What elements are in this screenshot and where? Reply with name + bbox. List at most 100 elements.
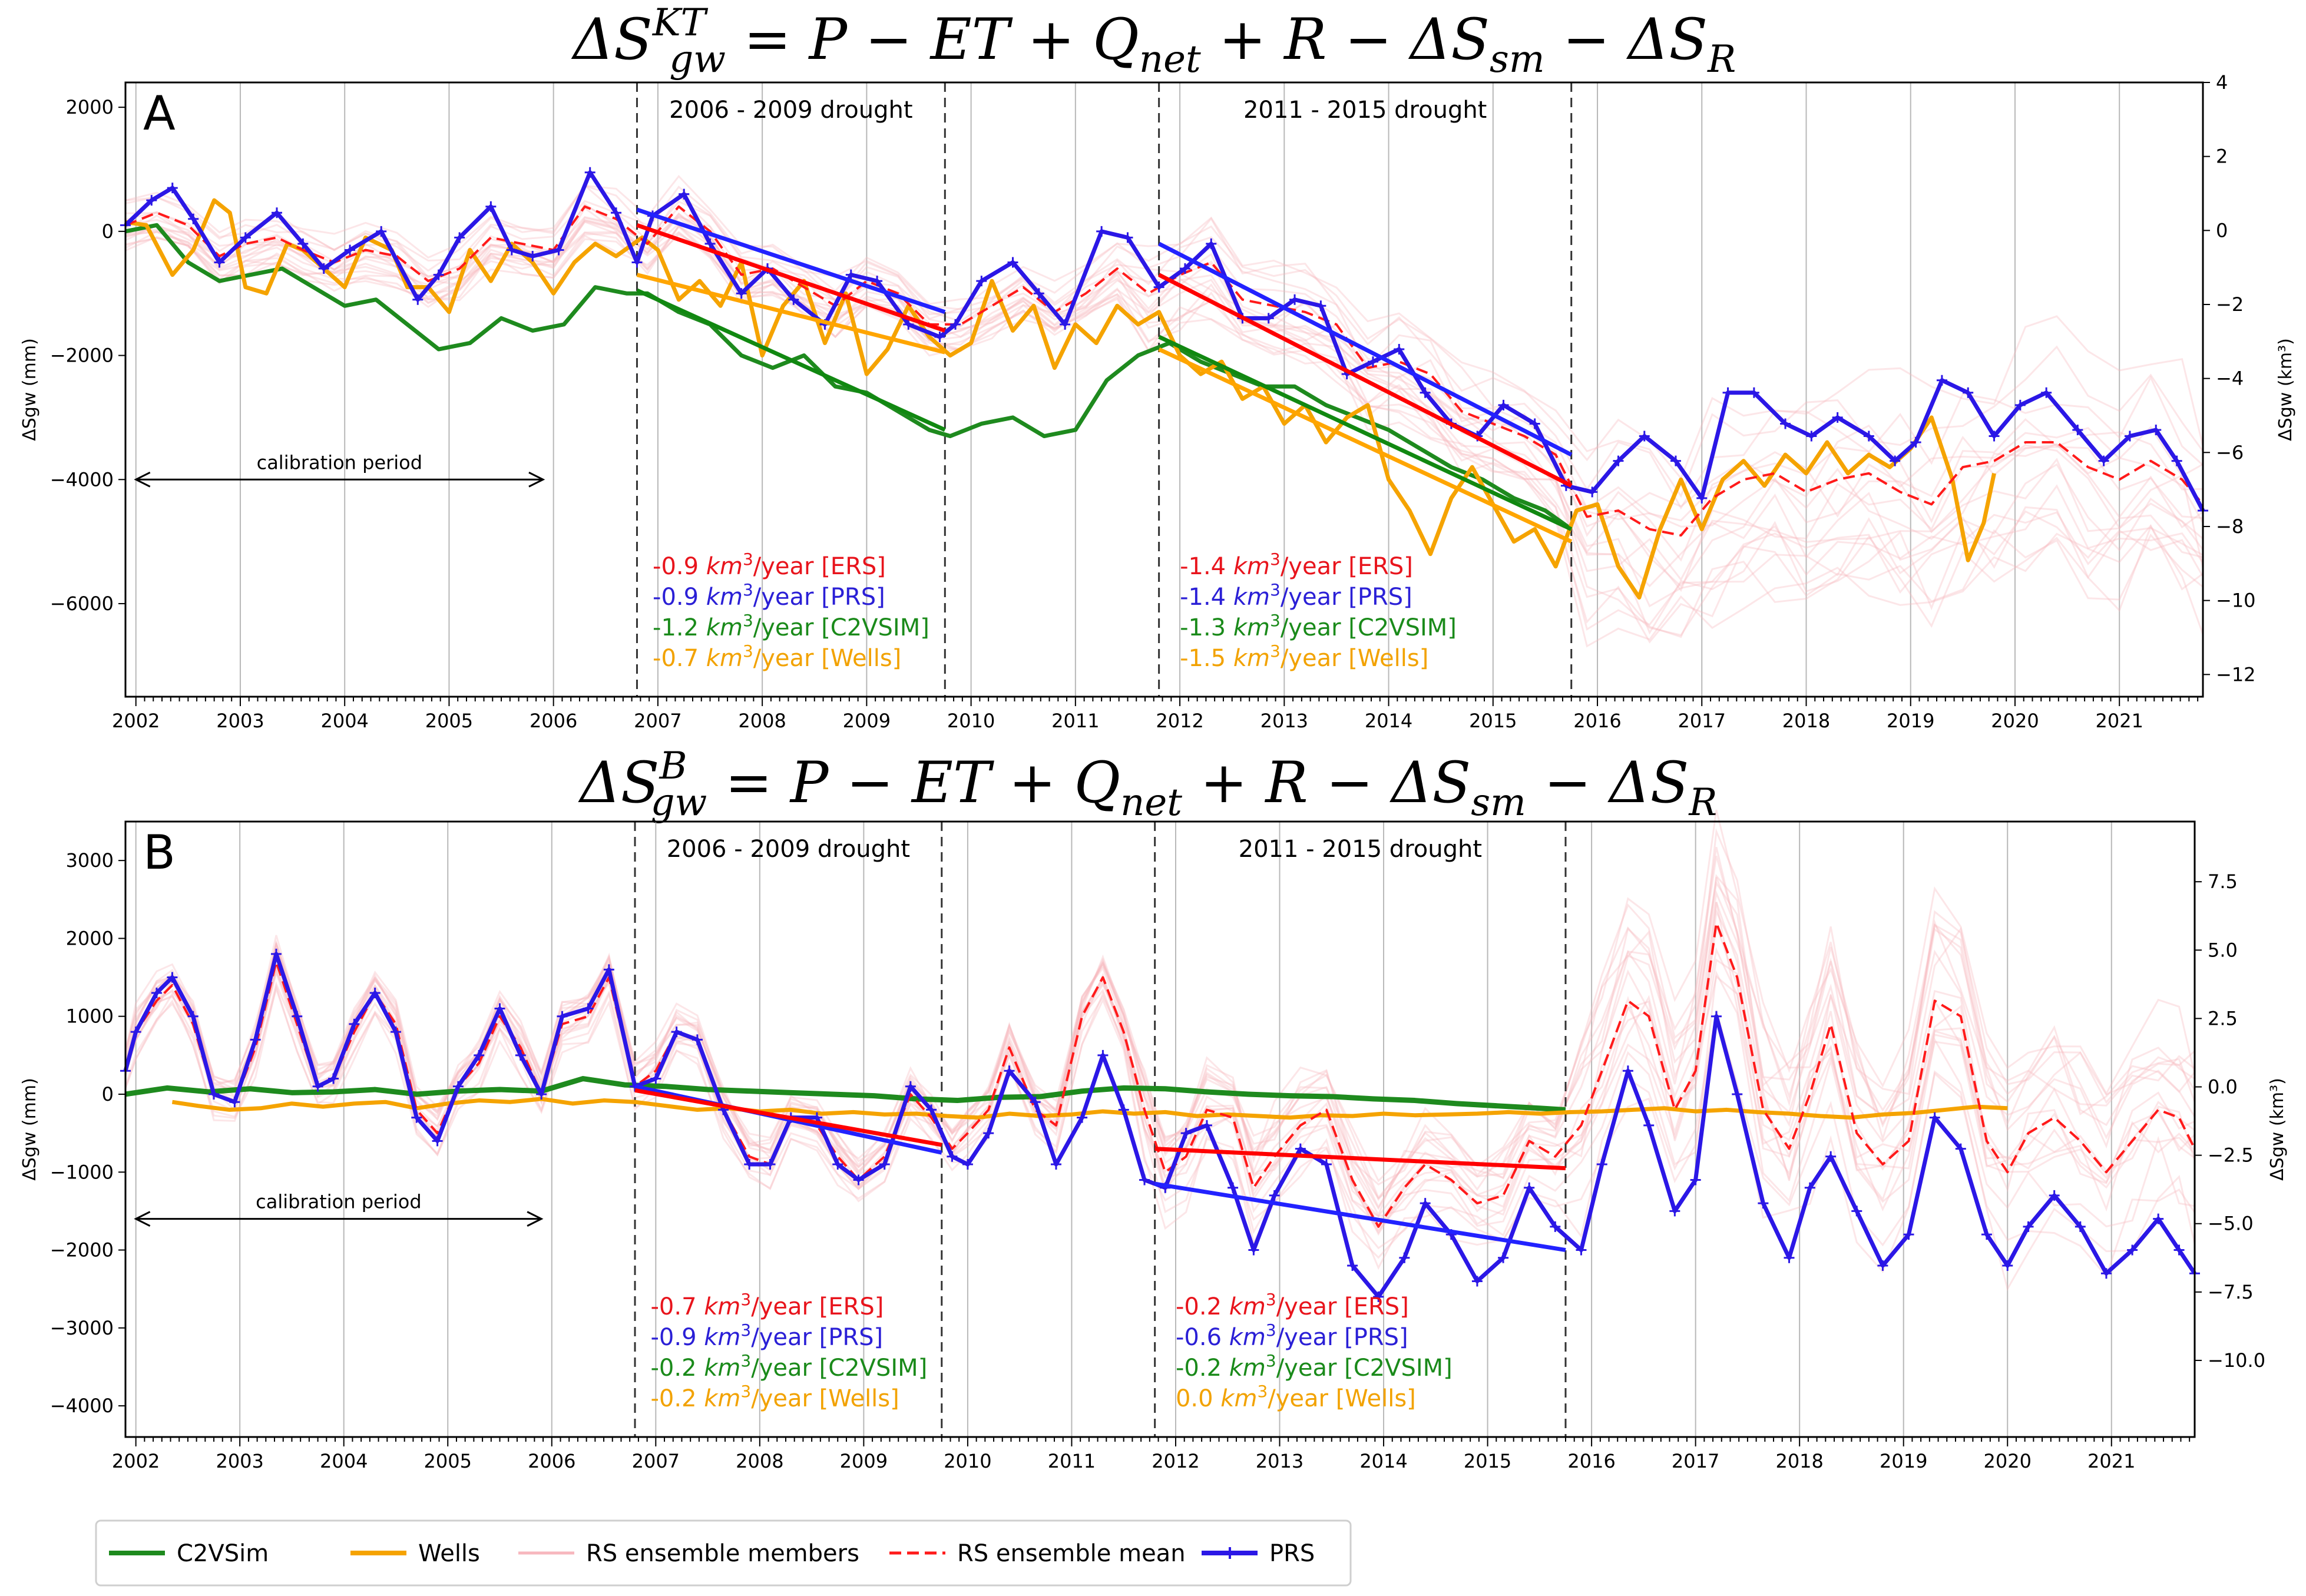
x-tick-label: 2006 [528,1450,575,1472]
chart-title: ΔSKT gw = P − ET + Qnet + R − ΔSsm − ΔSR [571,1,1736,81]
prs-point-marker [1050,1159,1061,1170]
rate-part: /year [PRS] [751,1324,883,1351]
ensemble-member-line [124,902,2195,1232]
rate-part: -1.4 [1180,584,1233,611]
rate-part: km [706,553,743,580]
ensemble-member-line [125,221,2204,635]
ensemble-member-line [124,985,2196,1278]
prs-point-marker [1263,313,1274,324]
arrowhead-right [527,1211,544,1227]
y2-tick-label: 0 [2216,219,2228,241]
drought-label: 2011 - 2015 drought [1239,836,1482,863]
x-tick-label: 2017 [1678,710,1726,732]
rate-part: km [1229,1355,1266,1382]
y-tick-label: −4000 [50,468,114,491]
prs-point-marker [1639,431,1650,442]
rate-part: /year [PRS] [753,584,885,611]
prs-point-marker [976,276,987,287]
arrowhead-left [134,1211,151,1227]
prs-point-marker [671,1027,682,1038]
prs-point-marker [376,226,387,237]
rate-part: 3 [1257,1382,1268,1401]
ensemble-member-line [124,855,2195,1200]
x-tick-label: 2012 [1156,710,1203,732]
rate-part: km [706,645,743,672]
prs-point-marker [1347,1260,1358,1271]
y-tick-label: −1000 [50,1161,114,1183]
prs-point-marker [962,1159,973,1170]
prs-point-marker [527,250,538,261]
panel-b: ΔSB gw = P − ET + Qnet + R − ΔSsm − ΔSR20… [19,744,2288,1472]
trend-line [1158,273,1573,488]
prs-point-marker [736,288,747,299]
rate-part: /year [PRS] [1276,1324,1408,1351]
prs-point-marker [744,1159,755,1170]
y-tick-label: −2000 [50,345,114,367]
prs-point-marker [1890,455,1901,466]
trend-line [636,223,946,333]
prs-point-marker [2075,1221,2086,1232]
prs-point-marker [1877,1260,1888,1271]
prs-point-marker [292,1011,303,1022]
rate-part: km [1233,584,1270,611]
ensemble-member-line [125,224,2204,648]
series-c2vsim-line [125,1076,1566,1112]
rate-part: /year [PRS] [1281,584,1412,611]
title-part: KT [652,1,709,45]
rate-part: -0.7 [650,1293,704,1320]
rate-part: /year [ERS] [1281,553,1413,580]
prs-point-marker [390,1027,401,1038]
rate-part: /year [C2VSIM] [753,614,929,641]
prs-point-marker [167,972,178,983]
x-tick-label: 2011 [1048,1450,1096,1472]
rate-part: /year [Wells] [1268,1385,1416,1412]
y2-tick-label: 0.0 [2208,1076,2238,1098]
prs-point-marker [1118,1104,1129,1115]
rate-part: -1.5 [1180,645,1233,672]
prs-point-marker [905,1081,916,1092]
prs-point-marker [412,294,424,305]
drought-label: 2006 - 2009 drought [669,97,912,124]
x-tick-label: 2013 [1260,710,1308,732]
prs-point-marker [1622,1065,1633,1077]
prs-point-marker [1367,356,1378,367]
prs-point-marker [765,1159,776,1170]
rate-part: km [1229,1324,1266,1351]
y-tick-label: 1000 [66,1005,114,1028]
prs-point-marker [167,183,178,194]
prs-point-marker [1690,1174,1701,1186]
y-axis-label: ΔSgw (mm) [19,338,40,441]
title-part: ΔS [571,6,653,72]
prs-point-marker [1613,455,1624,466]
legend-label-mean: RS ensemble mean [957,1540,1186,1567]
prs-point-marker [1910,437,1921,448]
y2-tick-label: −2.5 [2208,1144,2254,1167]
x-tick-label: 2014 [1365,710,1412,732]
rate-part: 3 [1270,611,1281,630]
rate-part: -1.3 [1180,614,1233,641]
y2-tick-label: −5.0 [2208,1213,2254,1235]
trend-line [1158,347,1573,544]
y2-tick-label: −8 [2216,515,2244,538]
series-wells-line [125,198,1996,600]
title-part: R [1707,38,1736,81]
x-tick-label: 2003 [216,1450,263,1472]
prs-point-marker [1498,399,1509,410]
prs-point-marker [2171,455,2182,466]
prs-point-marker [1394,344,1405,355]
rate-part: /year [C2VSIM] [1281,614,1457,641]
rate-part: /year [ERS] [1276,1293,1409,1320]
rate-part: -0.7 [653,645,706,672]
rate-part: km [704,1293,740,1320]
y2-tick-label: 5.0 [2208,939,2238,961]
prs-point-marker [2173,1244,2185,1256]
x-tick-label: 2012 [1152,1450,1199,1472]
prs-point-marker [872,276,883,287]
ensemble-member-line [125,230,2204,644]
prs-point-marker [345,244,356,256]
x-tick-label: 2007 [634,710,681,732]
prs-point-marker [250,1034,261,1045]
rate-part: 3 [743,580,753,600]
prs-point-marker [853,1174,864,1186]
rate-part: /year [ERS] [751,1293,884,1320]
